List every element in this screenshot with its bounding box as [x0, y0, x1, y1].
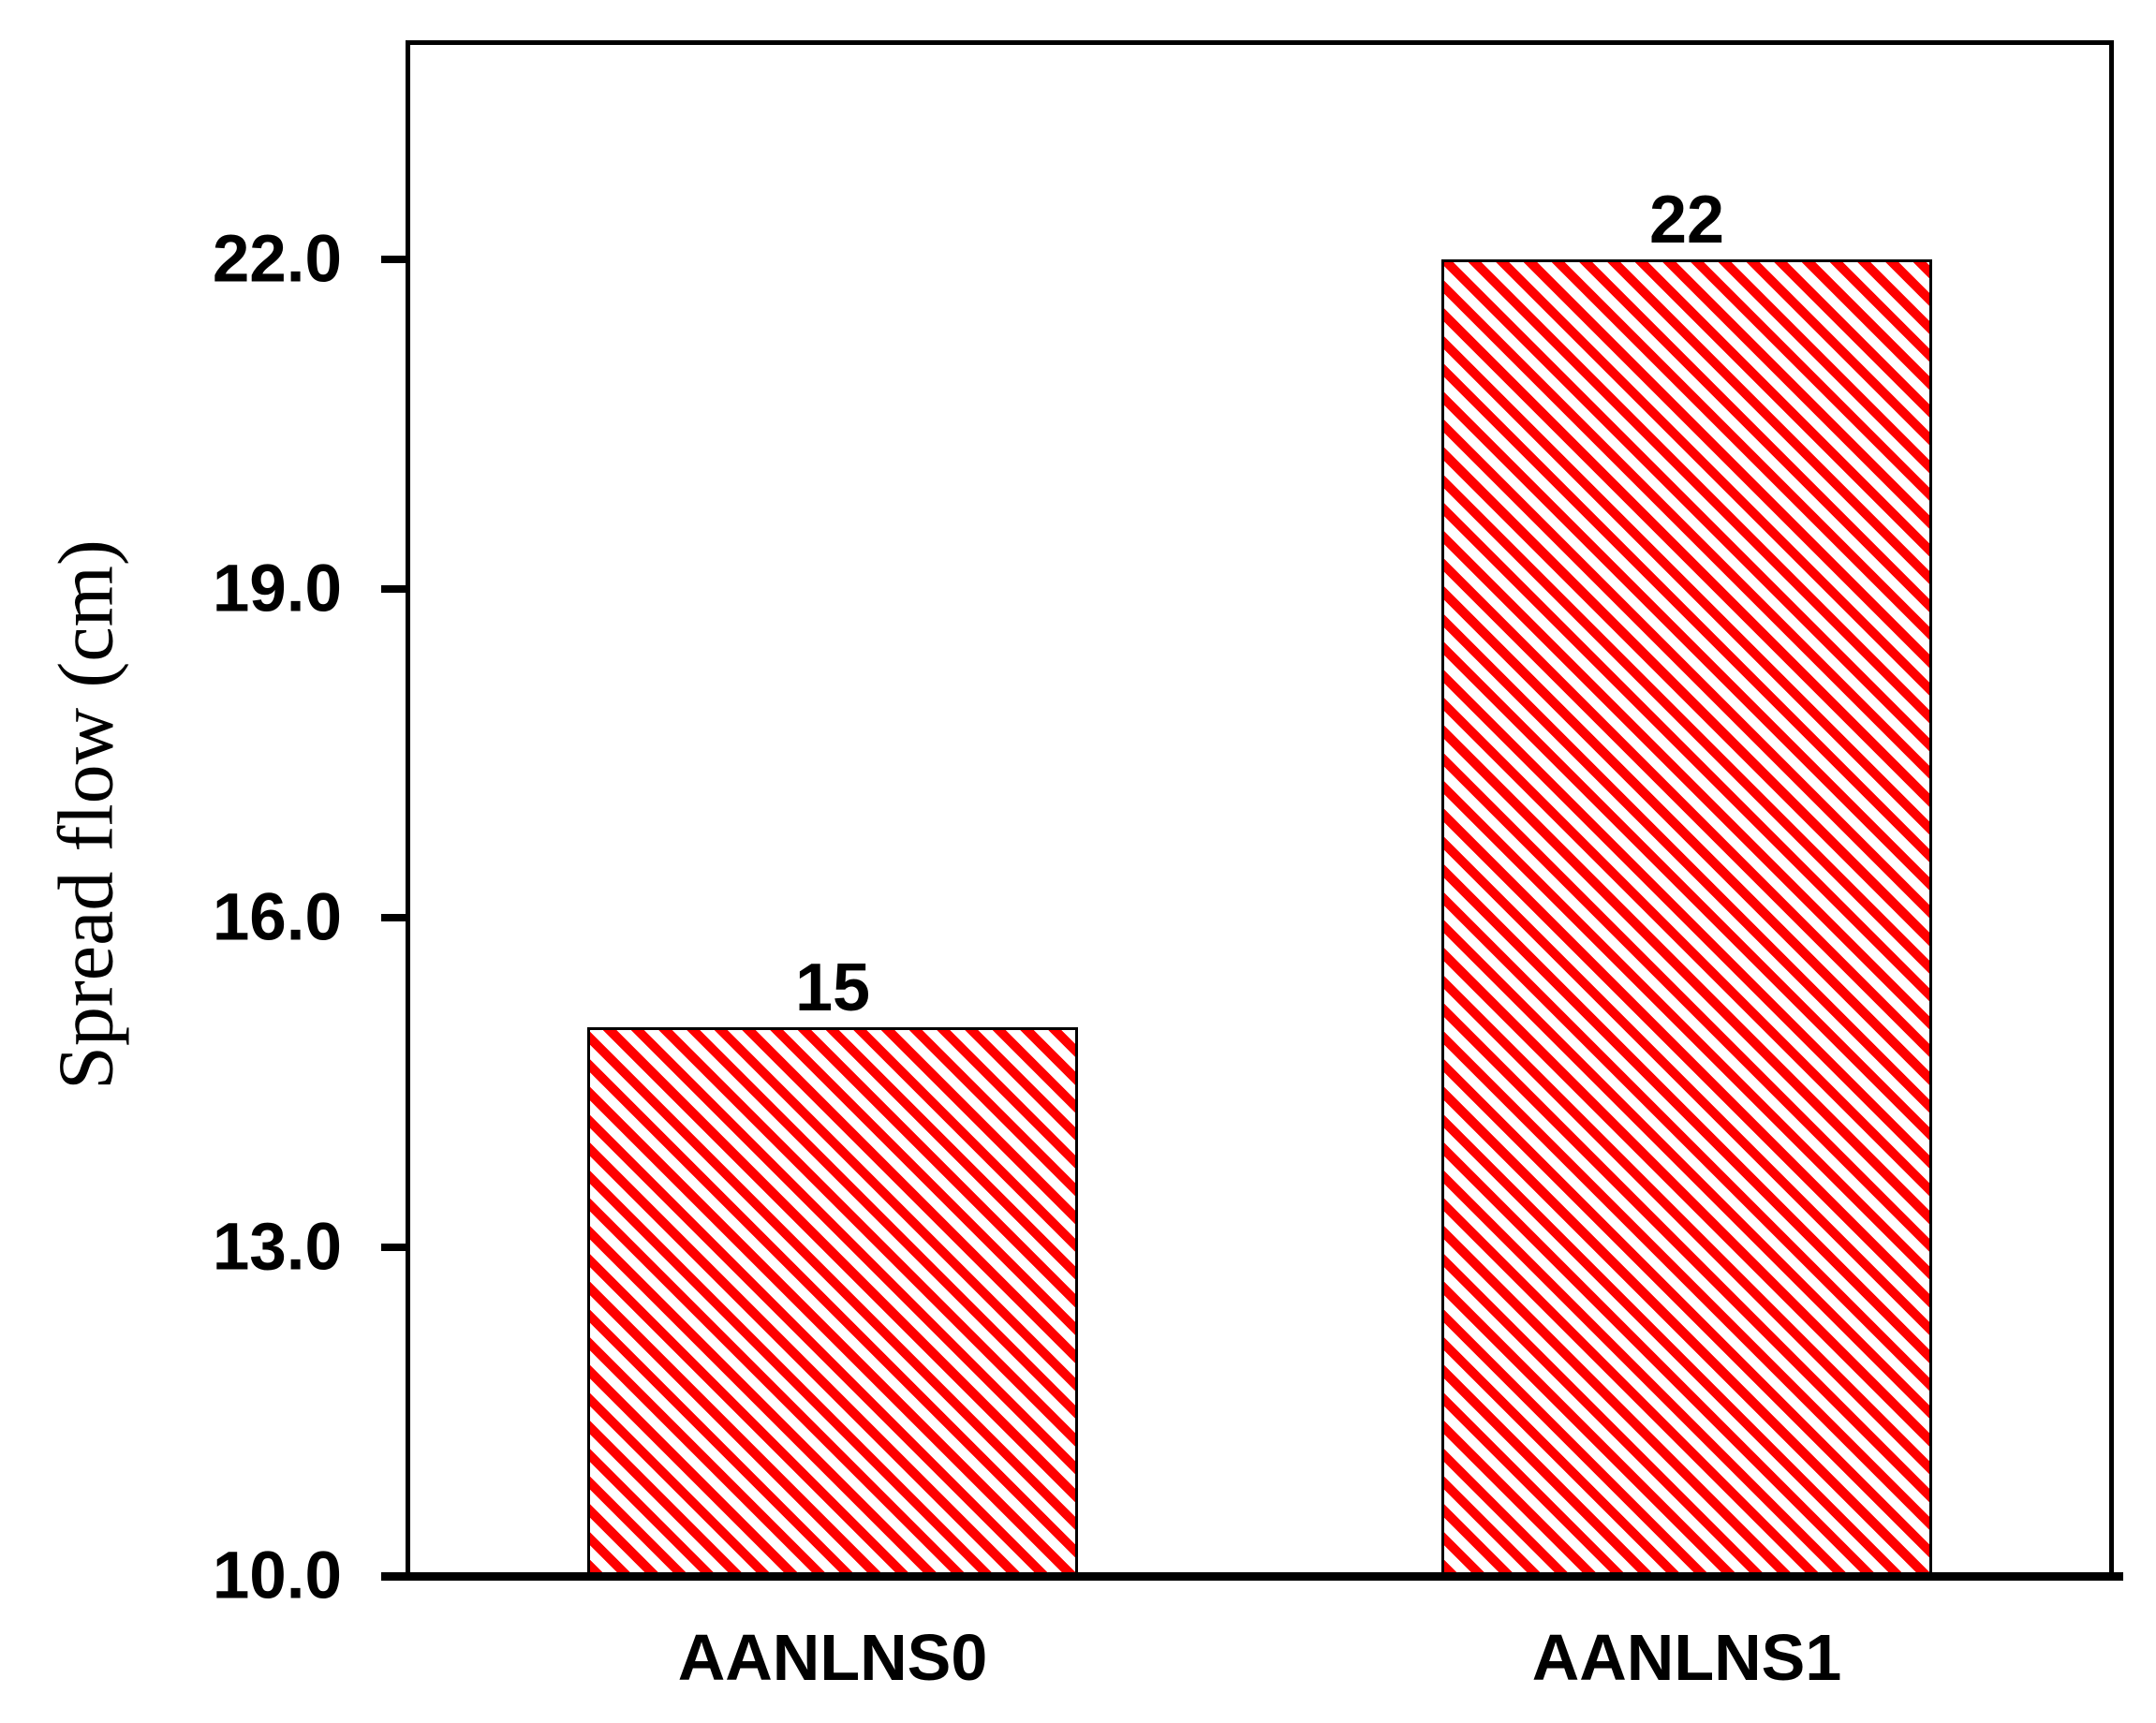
x-tick-label-aanlns0: AANLNS0	[677, 1621, 988, 1694]
y-tick-mark	[381, 585, 410, 593]
x-axis-line	[381, 1572, 2123, 1581]
bar-aanlns1	[1441, 259, 1932, 1576]
x-tick-label-aanlns1: AANLNS1	[1531, 1621, 1842, 1694]
y-tick-mark	[381, 914, 410, 921]
y-tick-label: 10.0	[212, 1539, 342, 1613]
y-tick-label: 22.0	[212, 222, 342, 297]
y-tick-mark	[381, 1244, 410, 1251]
bar-value-label: 22	[1648, 183, 1725, 258]
y-tick-label: 19.0	[212, 552, 342, 626]
y-tick-label: 16.0	[212, 880, 342, 955]
bar-aanlns0	[587, 1027, 1078, 1576]
y-tick-label: 13.0	[212, 1210, 342, 1285]
bar-value-label: 15	[794, 950, 871, 1025]
y-tick-mark	[381, 256, 410, 263]
